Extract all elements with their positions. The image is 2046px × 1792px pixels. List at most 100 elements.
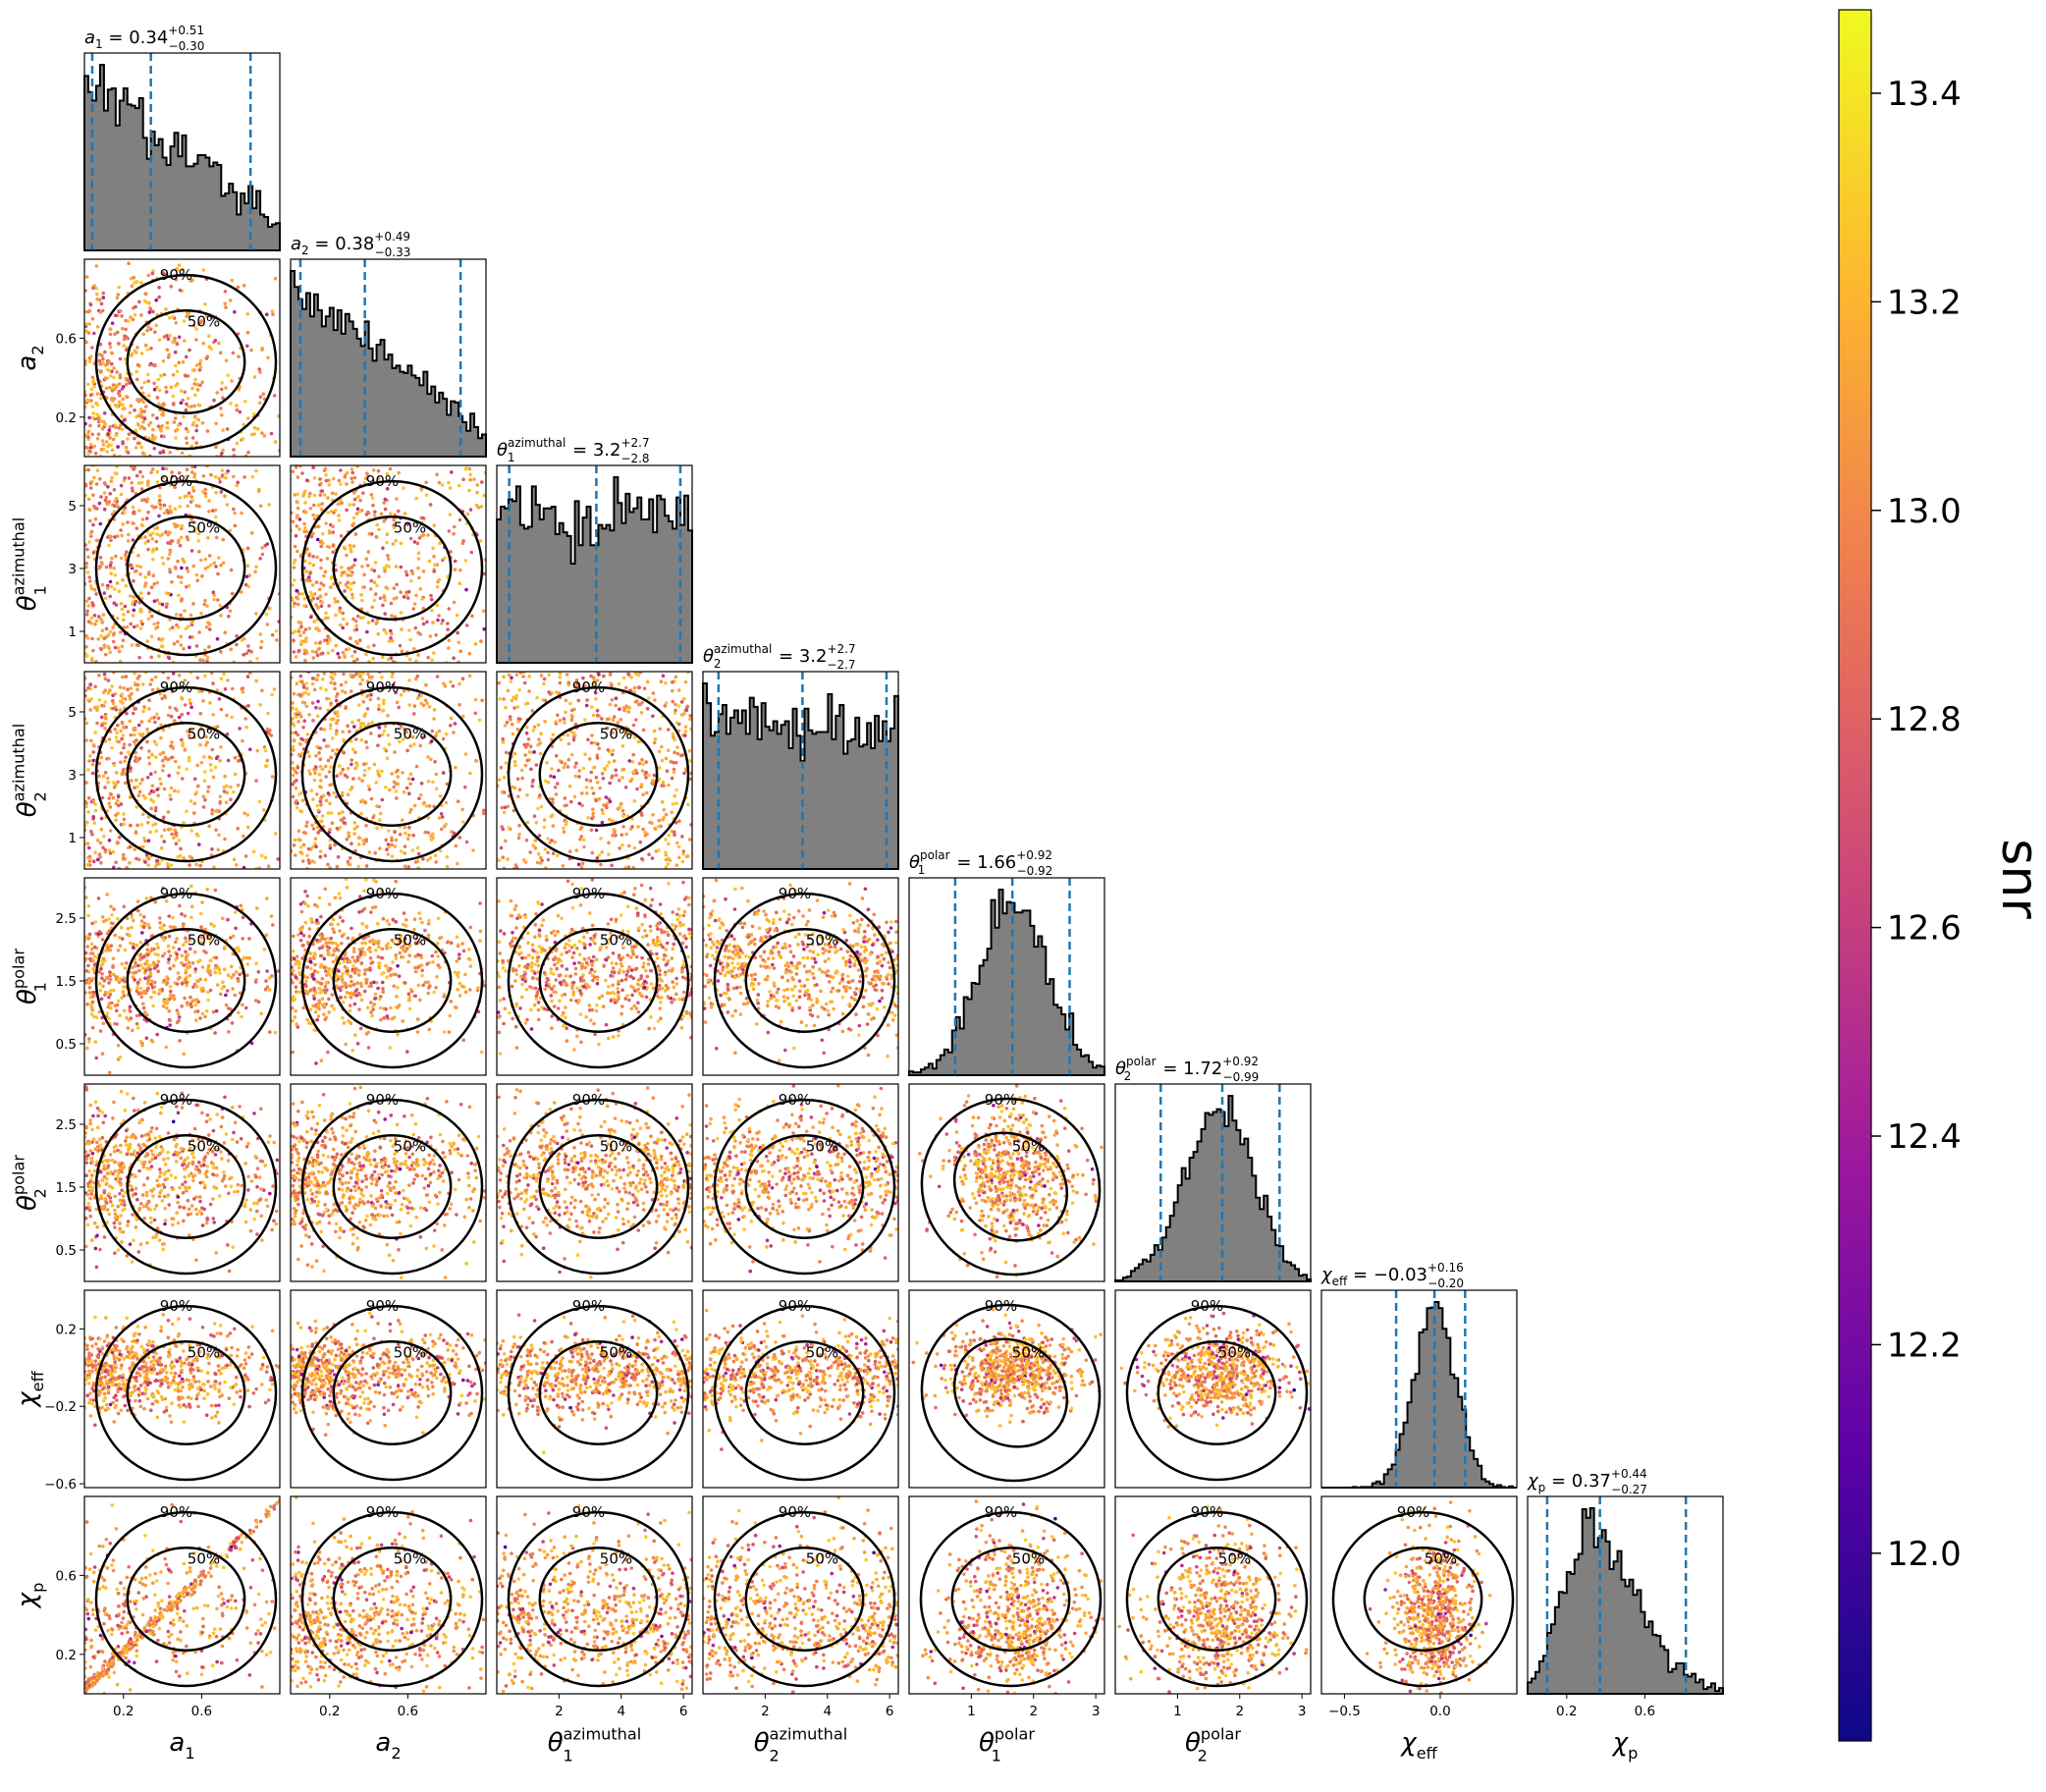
scatter-point [119,822,124,827]
scatter-point [122,618,126,623]
scatter-point [187,758,191,763]
scatter-point [536,806,540,811]
scatter-point [205,354,210,359]
scatter-point [213,888,218,893]
scatter-point [334,732,339,736]
scatter-point [320,767,325,771]
scatter-point [330,952,334,957]
scatter-point [142,836,146,841]
scatter-point [665,769,670,773]
scatter-point [440,815,445,819]
scatter-point [102,481,107,485]
scatter-point [299,736,303,741]
scatter-point [157,637,161,641]
scatter-point [636,739,641,744]
scatter-point [461,714,465,719]
scatter-point [130,486,135,491]
scatter-point [203,1014,207,1019]
scatter-point [99,966,103,971]
scatter-point [296,933,300,937]
scatter-point [180,695,184,700]
scatter-point [291,701,295,705]
hist-panel-theta2_az: θazimuthal 2 = 3.2+2.7 −2.7 [702,642,899,870]
scatter-point [623,866,627,869]
scatter-point [135,643,139,647]
scatter-point [569,718,574,722]
scatter-point [117,589,122,593]
scatter-point [522,680,527,685]
scatter-point [219,707,224,712]
scatter-point [447,607,452,611]
scatter-point [119,760,123,764]
scatter-point [245,344,249,349]
scatter-point [566,741,571,746]
scatter-point [355,614,360,619]
scatter-point [406,959,411,964]
scatter-point [295,681,299,685]
scatter-point [401,940,405,944]
scatter-point [299,639,304,644]
scatter-point [326,791,331,795]
scatter-point [220,468,225,473]
scatter-point [413,969,418,974]
scatter-point [524,838,529,842]
scatter-point [318,594,323,599]
scatter-point [313,842,317,846]
scatter-point [551,733,556,736]
scatter-point [562,717,566,721]
scatter-point [664,857,669,862]
scatter-point [431,621,435,624]
scatter-point [255,656,259,661]
scatter-point [152,581,156,586]
scatter-point [608,799,613,804]
scatter-point [146,571,151,576]
scatter-point [338,606,343,611]
scatter-point [223,774,227,779]
scatter-point [430,729,435,733]
scatter-point [139,313,143,317]
scatter-point [114,554,118,559]
scatter-point [303,501,307,505]
scatter-point [135,526,139,530]
scatter-point [291,744,296,749]
scatter-point [421,983,425,988]
scatter-point [214,1008,219,1013]
scatter-point [110,1001,114,1005]
scatter-point [505,720,510,725]
scatter-point [318,706,322,711]
scatter-point [522,742,526,747]
scatter-point [426,922,431,926]
scatter-point [190,999,194,1004]
y-tick-label: 0.5 [56,1037,77,1053]
scatter-point [386,557,391,561]
scatter-point [296,720,300,724]
scatter-point [454,843,458,848]
contour-90 [507,685,690,863]
scatter-point [167,950,171,953]
scatter-point [327,604,332,608]
scatter-point [583,718,587,722]
scatter-panel-a2-theta1_pol: 90%50% [290,877,487,1076]
scatter-point [291,519,296,524]
scatter-point [292,561,296,566]
scatter-point [296,752,301,757]
scatter-point [574,761,578,766]
scatter-point [356,842,361,846]
scatter-point [84,482,88,487]
scatter-point [392,597,397,601]
scatter-point [502,776,507,780]
scatter-point [187,960,191,964]
scatter-point [138,565,143,570]
scatter-point [200,380,204,385]
scatter-point [158,503,163,507]
scatter-point [159,373,163,378]
scatter-point [84,289,87,293]
scatter-point [89,979,94,983]
scatter-point [139,386,144,390]
scatter-point [517,832,521,837]
scatter-point [255,748,260,753]
scatter-point [293,1015,297,1019]
contour-50 [538,722,659,828]
scatter-point [189,279,193,283]
